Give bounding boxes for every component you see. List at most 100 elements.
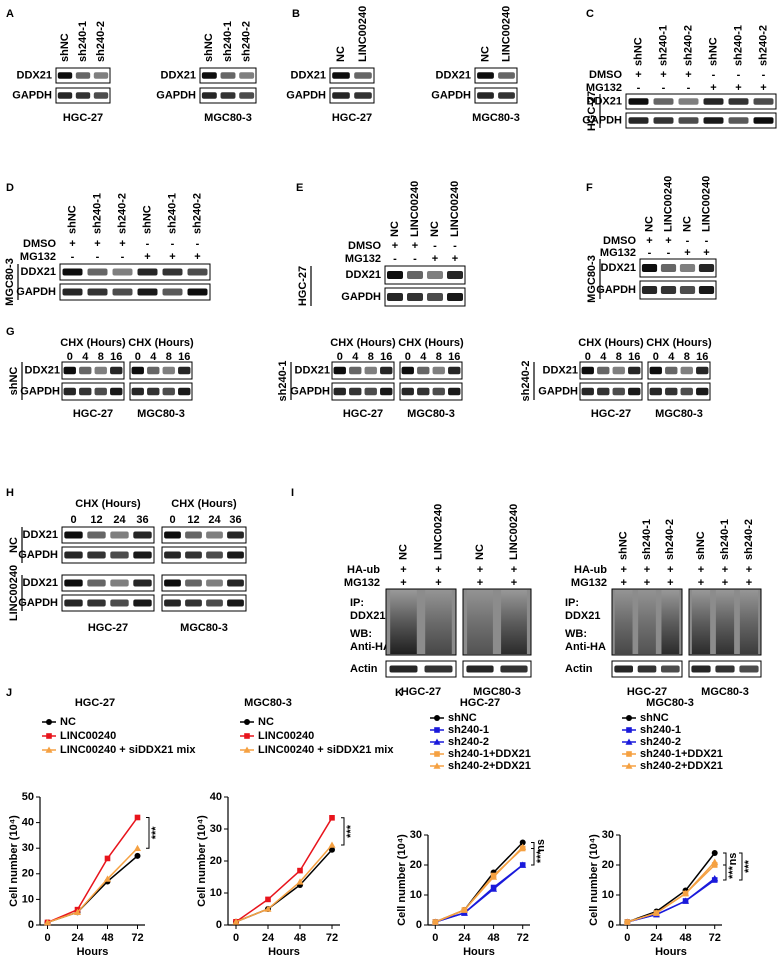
panel-letter: E: [296, 182, 303, 194]
blot-strip: [161, 574, 247, 592]
x-tick-label: 24: [71, 932, 84, 944]
blot-strip: [625, 93, 777, 110]
blot-header: CHX (Hours): [330, 337, 396, 349]
blot-strip: [61, 546, 155, 564]
band: [162, 288, 183, 296]
marker: [682, 890, 690, 897]
marker: [134, 814, 141, 821]
band: [728, 98, 749, 105]
series-line: [435, 846, 524, 923]
significance-bracket: [146, 816, 150, 849]
band: [500, 665, 528, 673]
x-axis-label: Hours: [655, 946, 687, 958]
band: [227, 579, 244, 587]
timepoint: 24: [113, 514, 126, 526]
significance-bracket: [723, 864, 727, 881]
row-label: DDX21: [23, 577, 58, 589]
band: [665, 387, 678, 396]
treatment-sign: -: [433, 240, 437, 252]
blot-strip: [329, 87, 375, 104]
x-tick-label: 72: [326, 932, 338, 944]
treatment-sign: +: [746, 564, 752, 576]
legend-marker: [433, 738, 441, 745]
band: [63, 387, 76, 396]
blot-header: CHX (Hours): [398, 337, 464, 349]
treatment-sign: +: [703, 247, 709, 259]
blot-strip: [384, 287, 466, 307]
treatment-sign: +: [477, 564, 483, 576]
treatment-sign: -: [71, 251, 75, 263]
band: [164, 531, 181, 539]
blot-strip: [59, 283, 211, 301]
band: [448, 366, 461, 375]
band: [162, 366, 175, 375]
treatment-sign: +: [710, 82, 716, 94]
band: [447, 271, 463, 279]
lane-label: sh240-1: [719, 519, 731, 560]
caption: HGC-27: [627, 686, 667, 698]
row-label: GAPDH: [290, 385, 330, 397]
treatment-sign: +: [760, 82, 766, 94]
treatment-label: MG132: [345, 253, 381, 265]
blot-strip: [61, 526, 155, 544]
marker: [711, 850, 718, 856]
band: [227, 531, 244, 539]
blot-header: CHX (Hours): [646, 337, 712, 349]
band: [680, 366, 693, 375]
significance: ***: [743, 859, 755, 873]
side-label: LINC00240: [8, 565, 20, 621]
treatment-sign: +: [432, 253, 438, 265]
timepoint: 4: [420, 351, 427, 363]
legend-label: shNC: [448, 712, 477, 724]
panel-letter: G: [6, 326, 15, 338]
marker: [431, 918, 439, 925]
series-line: [235, 817, 333, 923]
band: [164, 551, 181, 559]
y-axis-label: Cell number (10⁴): [196, 815, 208, 907]
side-label: sh240-1: [277, 361, 289, 402]
treatment-sign: +: [746, 577, 752, 589]
band: [364, 366, 377, 375]
blot-strip: [385, 660, 457, 678]
timepoint: 12: [90, 514, 102, 526]
blot-strip: [647, 382, 711, 401]
side-label: sh240-2: [520, 361, 532, 402]
band: [466, 665, 494, 673]
series-line: [435, 864, 524, 923]
timepoint: 12: [187, 514, 199, 526]
x-axis-label: Hours: [463, 946, 495, 958]
blot-strip: [639, 258, 717, 278]
lane-label: sh240-1: [166, 193, 178, 234]
panel-letter: D: [6, 182, 14, 194]
band: [206, 531, 223, 539]
chart-title: MGC80-3: [646, 697, 694, 709]
band: [131, 366, 144, 375]
band: [332, 92, 350, 99]
side-label: HGC-27: [586, 91, 598, 131]
x-tick-label: 0: [432, 932, 438, 944]
band: [387, 271, 403, 279]
band: [64, 531, 83, 539]
band: [75, 92, 91, 99]
row-label: DDX21: [25, 364, 60, 376]
y-tick-label: 30: [410, 829, 422, 841]
lane-label: NC: [389, 221, 401, 237]
row-label: GAPDH: [18, 597, 58, 609]
blot-strip: [474, 87, 518, 104]
band: [628, 98, 649, 105]
y-tick-label: 20: [410, 859, 422, 871]
lane-label: NC: [397, 544, 409, 560]
legend-marker: [626, 715, 632, 721]
blot-strip: [579, 361, 643, 380]
band: [131, 387, 144, 396]
band: [187, 268, 208, 276]
band: [432, 387, 445, 396]
lane-label: sh240-2: [241, 21, 253, 62]
treatment-sign: -: [687, 82, 691, 94]
blot-strip: [331, 382, 395, 401]
marker: [711, 858, 719, 865]
marker: [104, 855, 111, 862]
band: [597, 366, 610, 375]
band: [164, 579, 181, 587]
band: [87, 579, 106, 587]
